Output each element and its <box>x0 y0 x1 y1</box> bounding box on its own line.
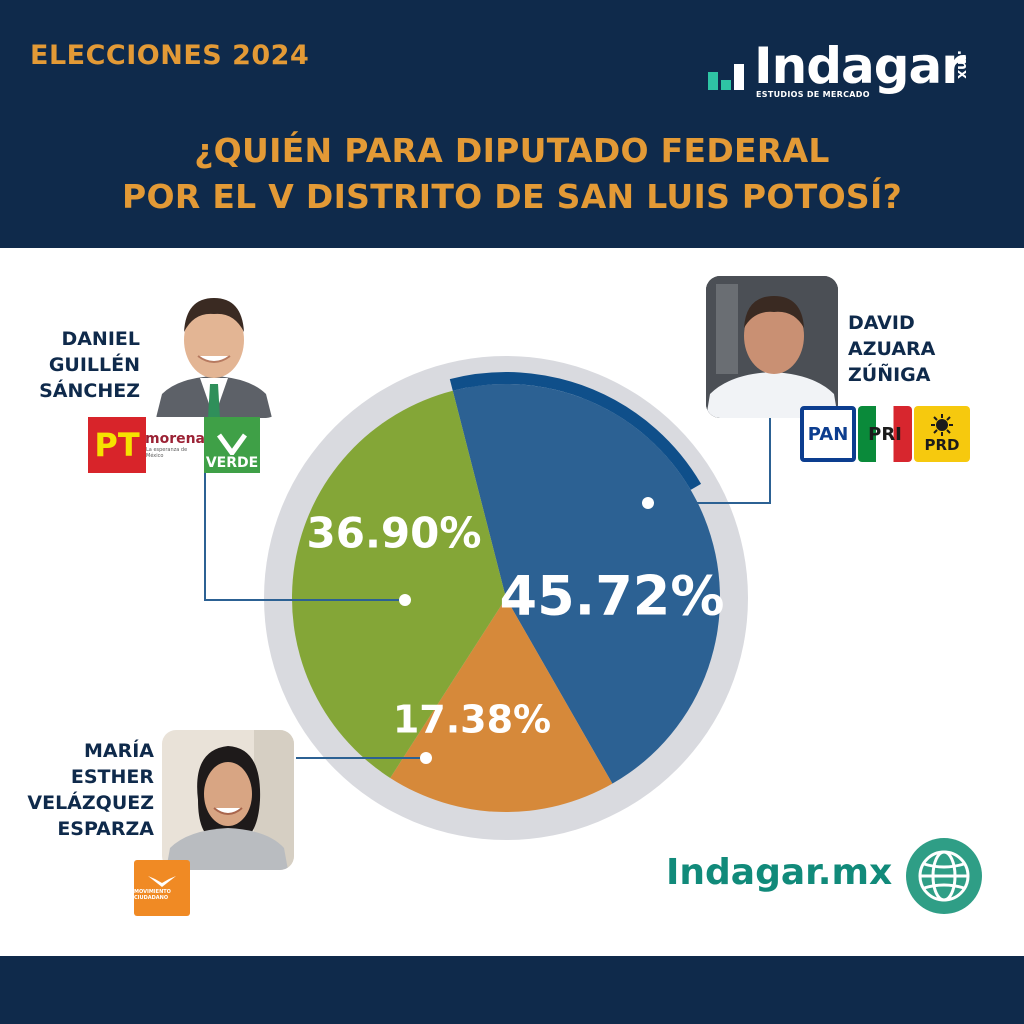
elecciones-label: ELECCIONES 2024 <box>30 40 310 71</box>
candidate-name-maria: MARÍA ESTHER VELÁZQUEZ ESPARZA <box>27 740 154 840</box>
title-line-2: POR EL V DISTRITO DE SAN LUIS POTOSÍ? <box>121 177 903 216</box>
pie-slice-3 <box>292 390 506 778</box>
candidate-name-daniel: DANIEL GUILLÉN SÁNCHEZ <box>39 328 140 402</box>
pie-label-2: 17.38% <box>393 698 551 742</box>
brand-logo: Indagar .mx ESTUDIOS DE MERCADO <box>708 36 998 106</box>
leader-line-daniel <box>204 470 405 601</box>
pt-logo: PT <box>88 417 146 473</box>
sun-icon <box>931 414 953 436</box>
toucan-icon <box>217 433 247 455</box>
page-title: ¿QUIÉN PARA DIPUTADO FEDERAL POR EL V DI… <box>0 128 1024 220</box>
pan-logo: PAN <box>800 406 856 462</box>
morena-logo: morena La esperanza de México <box>145 417 205 473</box>
bar-chart-icon <box>708 54 752 90</box>
pie-label-1: 45.72% <box>500 565 725 628</box>
leader-dot-maria <box>420 752 432 764</box>
title-line-1: ¿QUIÉN PARA DIPUTADO FEDERAL <box>194 131 830 170</box>
pie-slice-1 <box>452 384 720 784</box>
pie-label-3: 36.90% <box>307 509 482 558</box>
movimiento-ciudadano-logo: MOVIMIENTO CIUDADANO <box>134 860 190 916</box>
site-url[interactable]: Indagar.mx <box>666 852 893 893</box>
globe-icon <box>906 838 982 914</box>
prd-logo: PRD <box>914 406 970 462</box>
pri-logo: PRI <box>858 406 912 462</box>
brand-subtitle: ESTUDIOS DE MERCADO <box>756 90 870 99</box>
candidate-photo-david <box>706 276 838 418</box>
candidate-photo-daniel <box>148 282 280 418</box>
brand-name: Indagar <box>754 37 966 95</box>
pie-slice-2 <box>390 598 613 812</box>
eagle-icon <box>148 876 176 887</box>
verde-logo: VERDE <box>204 417 260 473</box>
footer-band <box>0 956 1024 1024</box>
candidate-photo-maria <box>162 730 294 870</box>
leader-dot-david <box>642 497 654 509</box>
leader-dot-daniel <box>399 594 411 606</box>
candidate-name-david: DAVID AZUARA ZÚÑIGA <box>848 312 936 386</box>
pie-slice-1-edge <box>449 372 702 490</box>
leader-line-david <box>648 412 771 504</box>
header-band <box>0 0 1024 248</box>
